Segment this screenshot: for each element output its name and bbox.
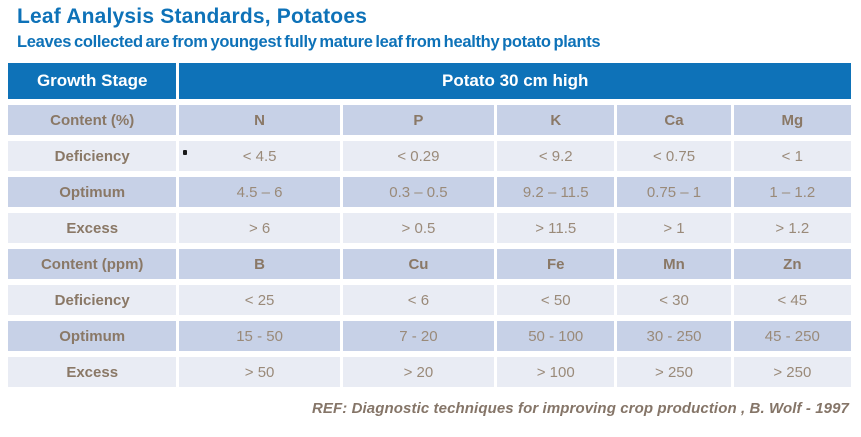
value-cell: < 0.75 xyxy=(617,141,731,171)
value-cell: 0.3 – 0.5 xyxy=(342,177,495,207)
value-cell: < 50 xyxy=(497,285,615,315)
row-label: Deficiency xyxy=(8,141,177,171)
value-cell: < 30 xyxy=(617,285,731,315)
table-row: Deficiency < 25 < 6 < 50 < 30 < 45 xyxy=(8,285,851,315)
element-symbol-cell: Fe xyxy=(497,249,615,279)
table-header-row: Growth Stage Potato 30 cm high xyxy=(8,63,851,99)
table-row: Optimum 15 - 50 7 - 20 50 - 100 30 - 250 45 -… xyxy=(8,321,851,351)
value-cell: > 0.5 xyxy=(342,213,495,243)
element-symbol-cell: Mg xyxy=(733,105,851,135)
element-symbol-cell: P xyxy=(342,105,495,135)
value-cell: 0.75 – 1 xyxy=(617,177,731,207)
row-label: Content (ppm) xyxy=(8,249,177,279)
value-cell: > 250 xyxy=(617,357,731,387)
element-symbol-cell: K xyxy=(497,105,615,135)
value-cell: 50 - 100 xyxy=(497,321,615,351)
value-cell: > 1 xyxy=(617,213,731,243)
table-row: Optimum 4.5 – 6 0.3 – 0.5 9.2 – 11.5 0.75 – … xyxy=(8,177,851,207)
value-cell: < 45 xyxy=(733,285,851,315)
element-symbol-cell: N xyxy=(179,105,340,135)
row-label: Optimum xyxy=(8,177,177,207)
value-cell: 30 - 250 xyxy=(617,321,731,351)
element-symbol-cell: B xyxy=(179,249,340,279)
value-cell: > 20 xyxy=(342,357,495,387)
value-cell: 15 - 50 xyxy=(179,321,340,351)
value-cell: > 250 xyxy=(733,357,851,387)
row-label: Optimum xyxy=(8,321,177,351)
table-row: Deficiency < 4.5 < 0.29 < 9.2 < 0.75 < 1 xyxy=(8,141,851,171)
page-subtitle: Leaves collected are from youngest fully… xyxy=(17,33,601,51)
value-cell: > 6 xyxy=(179,213,340,243)
potato-height-header-cell: Potato 30 cm high xyxy=(179,63,851,99)
subheader-row: Content (%) N P K Ca Mg xyxy=(8,105,851,135)
element-symbol-cell: Cu xyxy=(342,249,495,279)
row-label: Content (%) xyxy=(8,105,177,135)
row-label: Excess xyxy=(8,357,177,387)
value-cell: 4.5 – 6 xyxy=(179,177,340,207)
value-cell: > 11.5 xyxy=(497,213,615,243)
value-cell: < 25 xyxy=(179,285,340,315)
element-symbol-cell: Mn xyxy=(617,249,731,279)
page-title: Leaf Analysis Standards, Potatoes xyxy=(17,5,368,28)
row-label: Deficiency xyxy=(8,285,177,315)
value-cell: > 50 xyxy=(179,357,340,387)
value-cell: 7 - 20 xyxy=(342,321,495,351)
value-cell: > 100 xyxy=(497,357,615,387)
element-symbol-cell: Zn xyxy=(733,249,851,279)
row-label: Excess xyxy=(8,213,177,243)
stray-bullet-dot-icon xyxy=(183,150,188,155)
table-row: Excess > 50 > 20 > 100 > 250 > 250 xyxy=(8,357,851,387)
value-cell: 9.2 – 11.5 xyxy=(497,177,615,207)
value-cell: < 1 xyxy=(733,141,851,171)
subheader-row: Content (ppm) B Cu Fe Mn Zn xyxy=(8,249,851,279)
table-row: Excess > 6 > 0.5 > 11.5 > 1 > 1.2 xyxy=(8,213,851,243)
value-cell: < 9.2 xyxy=(497,141,615,171)
growth-stage-header-cell: Growth Stage xyxy=(8,63,177,99)
reference-citation: REF: Diagnostic techniques for improving… xyxy=(311,400,849,417)
value-cell: < 4.5 xyxy=(179,141,340,171)
value-cell: < 6 xyxy=(342,285,495,315)
table-body: Content (%) N P K Ca Mg Deficiency < 4.5 < 0.29 <… xyxy=(8,105,851,387)
leaf-analysis-table: Growth Stage Potato 30 cm high Content (… xyxy=(5,57,854,393)
value-cell: < 0.29 xyxy=(342,141,495,171)
value-cell: > 1.2 xyxy=(733,213,851,243)
value-cell: 45 - 250 xyxy=(733,321,851,351)
value-cell: 1 – 1.2 xyxy=(733,177,851,207)
element-symbol-cell: Ca xyxy=(617,105,731,135)
